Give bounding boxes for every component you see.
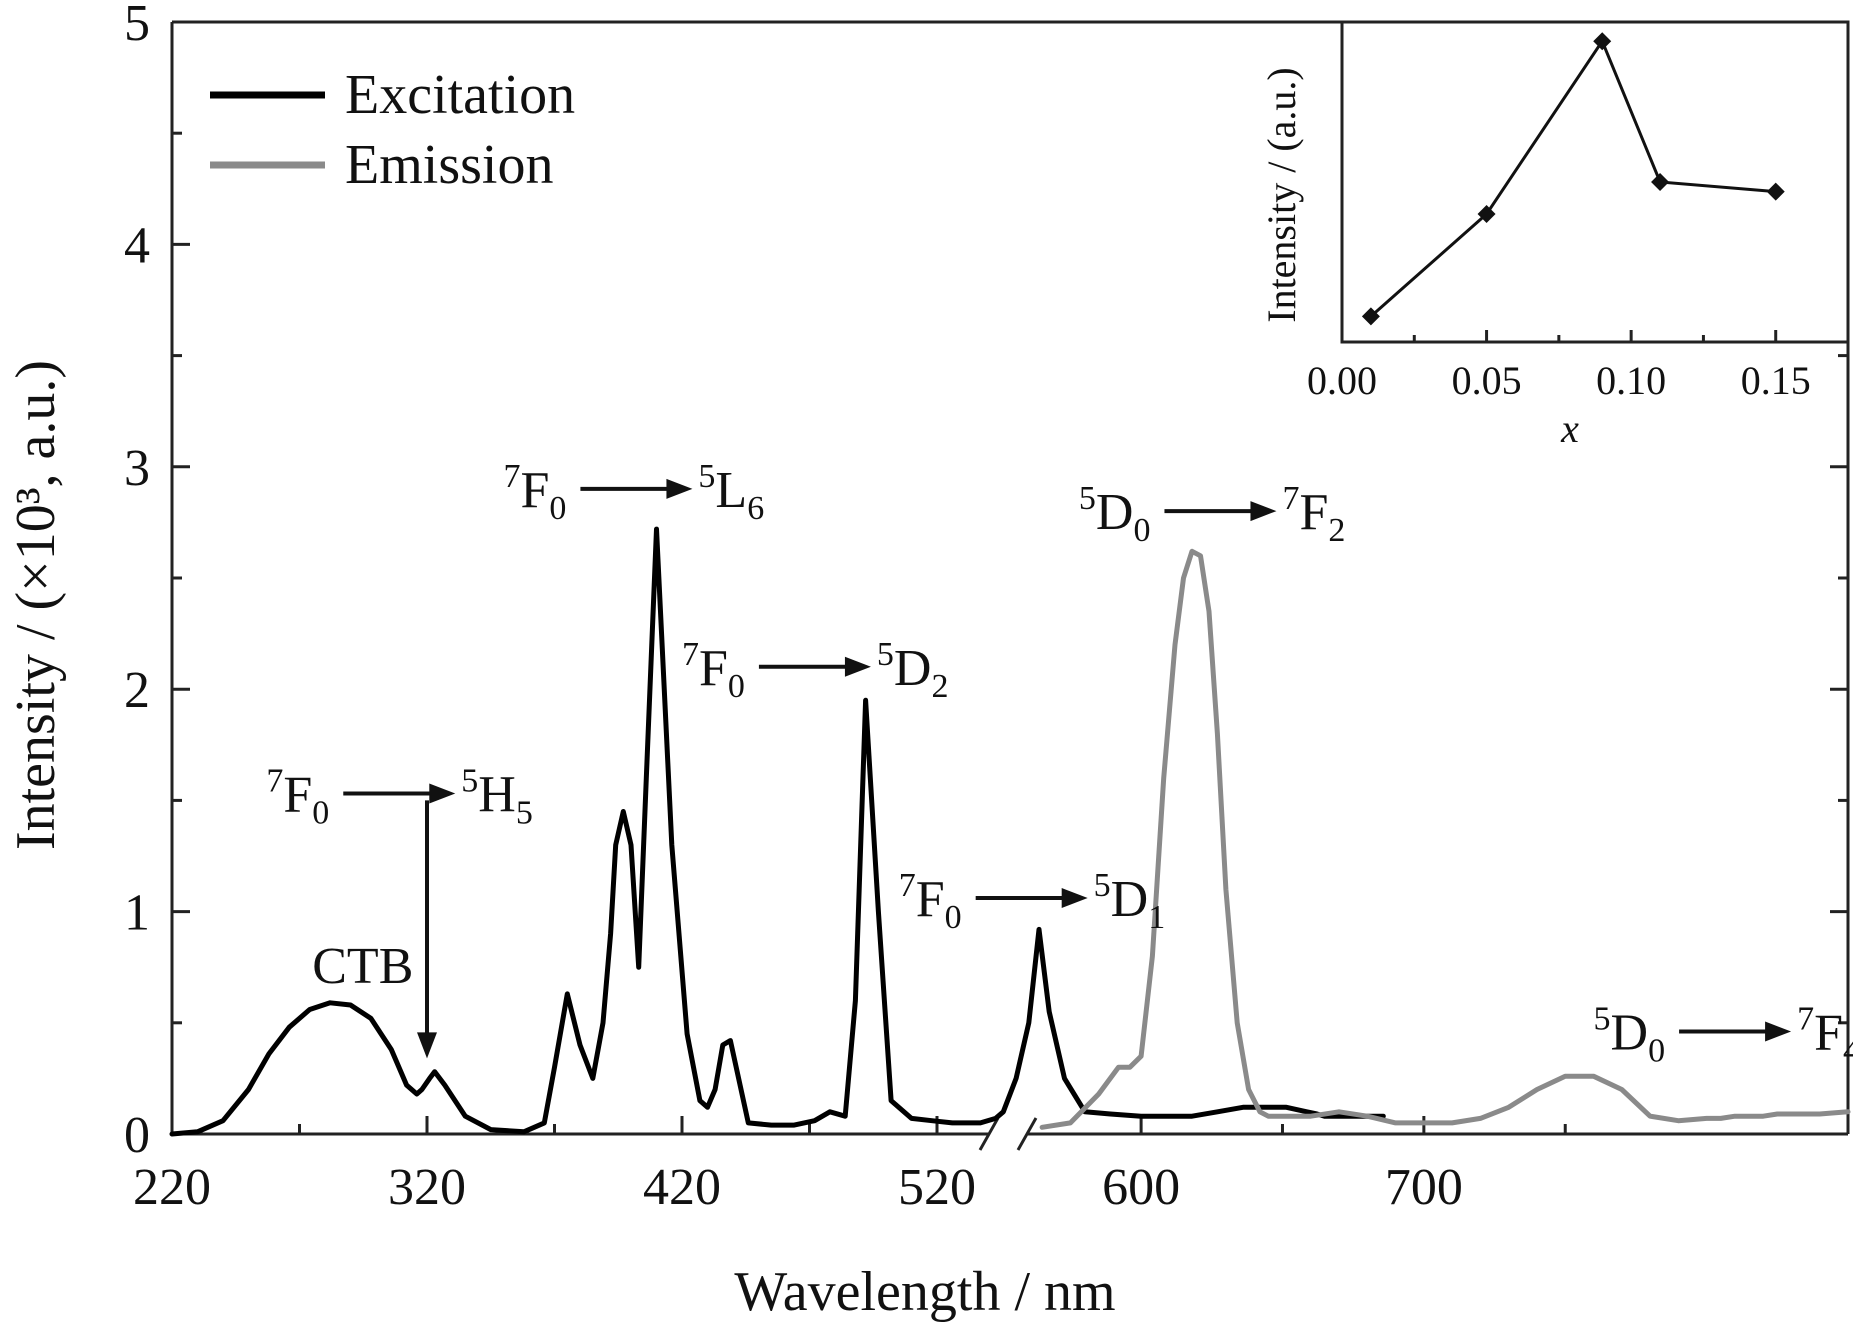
transition-label: 7F0 5L6 xyxy=(504,458,765,527)
transition-label-to: 5H5 xyxy=(461,763,533,832)
inset-x-tick-label: 0.00 xyxy=(1307,358,1377,403)
transition-label-from: 7F0 xyxy=(899,867,962,936)
transition-label: 5D0 7F4 xyxy=(1594,1000,1853,1069)
transition-arrowhead xyxy=(1061,888,1088,909)
y-axis-title: Intensity / (×10³, a.u.) xyxy=(5,360,67,850)
pointer-arrowhead xyxy=(417,1032,437,1059)
transition-arrowhead xyxy=(1250,501,1277,522)
transition-label-from: 7F0 xyxy=(682,636,745,705)
transition-label-from: 5D0 xyxy=(1594,1000,1666,1069)
series-excitation-line xyxy=(169,526,1386,1137)
inset-x-tick-label: 0.10 xyxy=(1596,358,1666,403)
transition-arrowhead xyxy=(844,656,871,677)
inset-data-point xyxy=(1361,307,1380,326)
transition-arrowhead xyxy=(666,478,693,499)
inset-y-axis-title: Intensity / (a.u.) xyxy=(1259,67,1304,323)
transition-label-from: CTB xyxy=(312,938,413,995)
transition-arrowhead xyxy=(1765,1021,1792,1042)
inset-data-point xyxy=(1593,32,1612,51)
transition-label: 7F0 5D2 xyxy=(682,636,948,705)
transition-label: 7F0 5D1 xyxy=(899,867,1165,936)
transition-label-from: 7F0 xyxy=(504,458,567,527)
main-series-group xyxy=(169,526,1851,1137)
transition-label: 5D0 7F2 xyxy=(1079,480,1345,549)
y-tick-label: 5 xyxy=(124,0,150,52)
x-tick-label: 420 xyxy=(643,1159,721,1216)
legend-label-excitation: Excitation xyxy=(345,64,575,126)
inset-data-point xyxy=(1766,182,1785,201)
series-emission-line xyxy=(1039,548,1851,1130)
transition-label-to: 7F2 xyxy=(1282,480,1345,549)
y-tick-label: 3 xyxy=(124,440,150,497)
transition-label-to: 5D2 xyxy=(877,636,949,705)
x-axis-title: Wavelength / nm xyxy=(734,1261,1115,1323)
transition-label-to: 5D1 xyxy=(1094,867,1166,936)
transition-label: CTB xyxy=(312,938,413,995)
main-annotations: CTB 7F0 5H5 7F0 5L6 7F0 5D2 7F0 5D1 5D0 7F2 5D0 7F4 xyxy=(266,458,1853,1070)
transition-arrowhead xyxy=(429,783,456,804)
y-tick-label: 1 xyxy=(124,885,150,942)
x-tick-label: 600 xyxy=(1102,1159,1180,1216)
transition-label-to: 5L6 xyxy=(698,458,764,527)
y-tick-label: 0 xyxy=(124,1107,150,1164)
transition-label: 7F0 5H5 xyxy=(266,763,532,832)
y-tick-label: 2 xyxy=(124,662,150,719)
x-tick-label: 220 xyxy=(133,1159,211,1216)
transition-label-to: 7F4 xyxy=(1797,1000,1853,1069)
inset-frame xyxy=(1340,20,1850,344)
inset-chart: 0.00 0.05 0.10 0.15 xyxy=(1307,20,1850,403)
legend: Excitation Emission xyxy=(210,64,575,196)
inset-data-point xyxy=(1651,173,1670,191)
x-tick-label: 320 xyxy=(388,1159,466,1216)
x-tick-label: 700 xyxy=(1385,1159,1463,1216)
transition-label-from: 7F0 xyxy=(266,763,329,832)
legend-label-emission: Emission xyxy=(345,134,553,196)
transition-label-from: 5D0 xyxy=(1079,480,1151,549)
y-tick-label: 4 xyxy=(124,217,150,274)
axis-break-mark xyxy=(978,1117,1000,1151)
inset-x-tick-label: 0.05 xyxy=(1452,358,1522,403)
axis-break-mark xyxy=(1016,1117,1038,1151)
main-plot-area: 0 1 2 3 4 5 220 320 420 520 600 700 xyxy=(124,0,1850,1216)
inset-data-point xyxy=(1477,205,1496,223)
inset-x-tick-label: 0.15 xyxy=(1741,358,1811,403)
x-tick-label: 520 xyxy=(898,1159,976,1216)
inset-x-axis-title: x xyxy=(1560,406,1579,451)
